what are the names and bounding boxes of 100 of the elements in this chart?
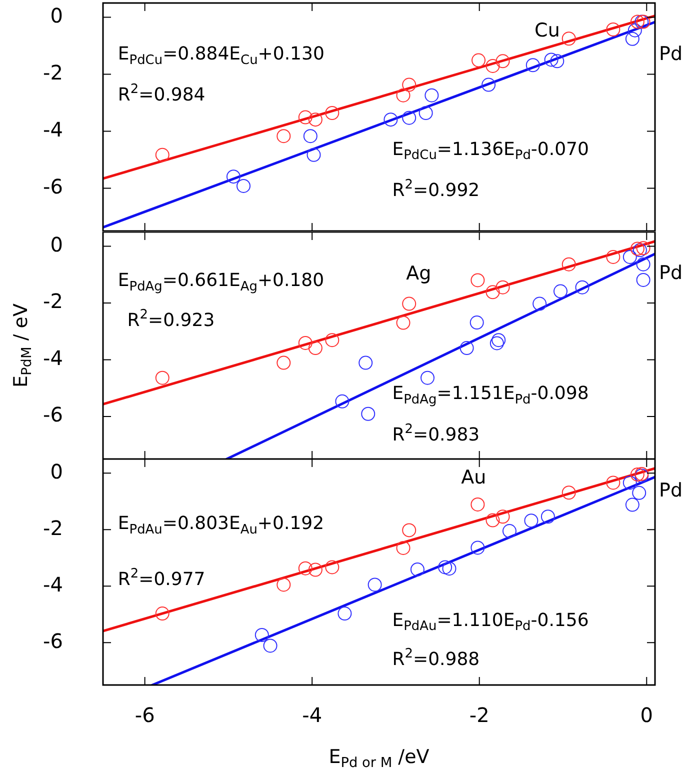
- point: [632, 486, 646, 500]
- x-tick-label: -4: [302, 703, 322, 728]
- point: [276, 129, 291, 144]
- point: [472, 53, 486, 68]
- point: [402, 296, 416, 311]
- y-tick-label: -6: [43, 628, 63, 653]
- point: [630, 468, 644, 482]
- point: [540, 510, 555, 524]
- point: [606, 250, 620, 264]
- series-label: Pd: [659, 262, 683, 284]
- point: [368, 578, 382, 592]
- point: [442, 562, 456, 576]
- y-tick-label: -2: [43, 289, 63, 314]
- y-tick-label: -6: [43, 402, 63, 427]
- point: [325, 106, 340, 120]
- point: [418, 106, 433, 120]
- point: [236, 178, 251, 193]
- point: [308, 112, 322, 127]
- series-label: Cu: [534, 20, 560, 42]
- point: [325, 560, 340, 574]
- y-tick-label: -2: [43, 516, 63, 540]
- point: [486, 285, 500, 300]
- point: [562, 486, 576, 500]
- point: [254, 628, 269, 642]
- point: [496, 510, 510, 524]
- point: [492, 333, 506, 348]
- y-tick-label: -4: [43, 346, 63, 370]
- point: [396, 88, 410, 102]
- point: [575, 280, 590, 294]
- point: [486, 58, 500, 73]
- y-tick-label: 0: [50, 232, 63, 256]
- x-tick-label: 0: [640, 703, 654, 728]
- point: [361, 406, 376, 421]
- point: [496, 280, 510, 294]
- point: [335, 394, 350, 408]
- point: [155, 370, 170, 385]
- point: [628, 23, 642, 38]
- x-tick-label: -2: [469, 703, 490, 728]
- point: [606, 476, 620, 490]
- x-tick-label: -6: [134, 703, 155, 728]
- point: [402, 78, 416, 92]
- point: [544, 52, 558, 67]
- point: [490, 336, 504, 350]
- point: [502, 524, 516, 538]
- point: [470, 497, 485, 512]
- y-tick-label: -2: [43, 60, 63, 84]
- point: [532, 296, 547, 311]
- y-tick-label: -6: [43, 174, 63, 198]
- point: [632, 243, 647, 258]
- point: [325, 333, 340, 348]
- point: [402, 110, 416, 125]
- point: [338, 606, 352, 621]
- point: [630, 14, 644, 29]
- point: [438, 560, 452, 574]
- point: [625, 32, 640, 46]
- series-label: Au: [461, 466, 486, 488]
- point: [470, 273, 485, 288]
- point: [496, 54, 510, 68]
- point: [470, 540, 485, 555]
- point: [526, 58, 540, 72]
- point: [460, 341, 474, 356]
- series-label: Pd: [659, 480, 683, 502]
- y-tick-label: -4: [43, 117, 63, 142]
- point: [636, 272, 650, 287]
- point: [486, 513, 500, 528]
- point: [524, 514, 538, 528]
- point: [625, 498, 640, 512]
- y-tick-label: 0: [50, 3, 63, 28]
- point: [303, 129, 318, 144]
- point: [562, 257, 576, 272]
- point: [636, 257, 650, 272]
- y-tick-label: -4: [43, 572, 63, 596]
- point: [470, 316, 484, 330]
- y-tick-label: 0: [50, 459, 63, 484]
- point: [396, 540, 410, 555]
- point: [298, 110, 312, 124]
- point: [358, 356, 373, 370]
- point: [622, 476, 637, 490]
- point: [482, 78, 496, 92]
- point: [636, 241, 650, 256]
- point: [550, 54, 564, 68]
- series-label: Ag: [406, 262, 432, 285]
- point: [226, 170, 240, 184]
- point: [155, 148, 170, 162]
- point: [410, 562, 424, 576]
- point: [606, 22, 620, 37]
- point: [306, 148, 321, 162]
- point: [308, 562, 322, 577]
- point: [298, 336, 312, 350]
- point: [276, 356, 291, 370]
- point: [420, 370, 435, 385]
- y-axis-title: EPdM / eV: [10, 304, 36, 388]
- point: [263, 638, 278, 653]
- point: [630, 242, 644, 256]
- point: [396, 316, 410, 330]
- point: [553, 284, 568, 298]
- point: [155, 606, 170, 621]
- series-label: Pd: [659, 42, 683, 65]
- point: [384, 112, 398, 127]
- point: [424, 88, 439, 102]
